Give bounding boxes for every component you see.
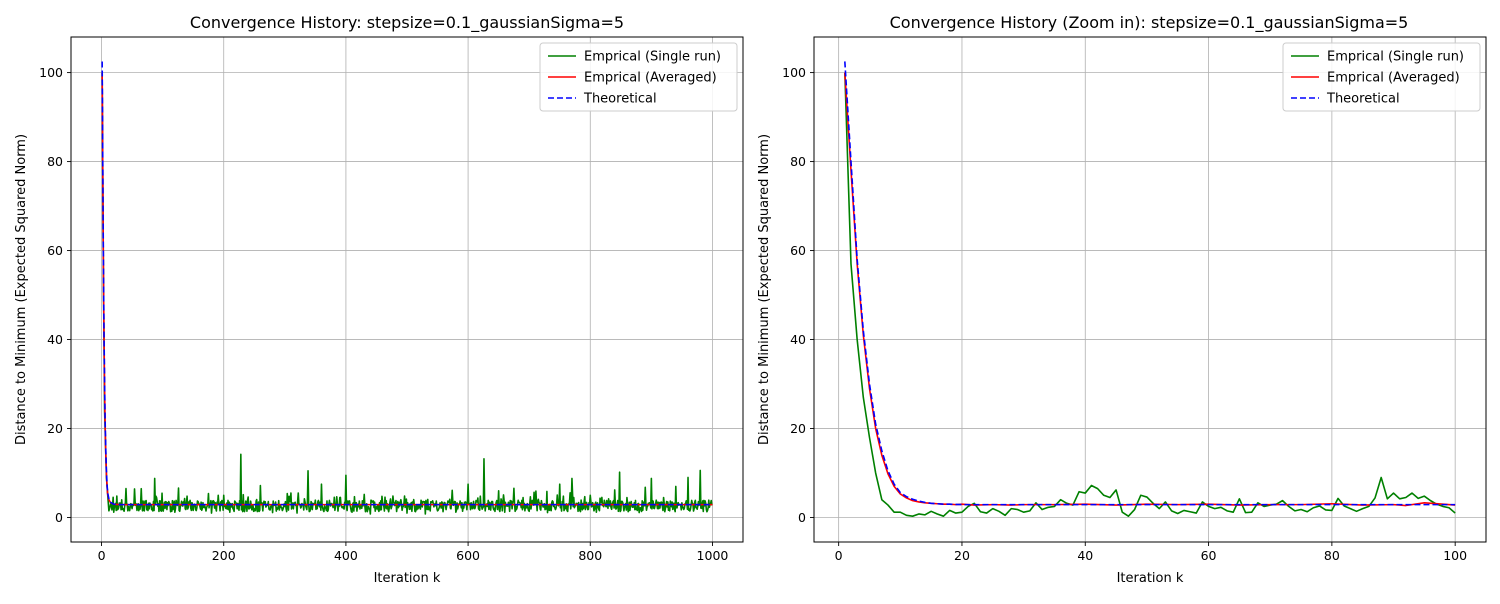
legend-box — [1282, 42, 1481, 112]
legend-label: Emprical (Single run) — [1327, 50, 1464, 65]
y-tick-label: 0 — [55, 510, 63, 525]
chart-zoom-in: 0 20 40 60 80 100 0 20 40 60 80 100 Convergence Hist… — [757, 13, 1487, 586]
x-tick-label: 200 — [212, 548, 236, 563]
x-tick-label: 400 — [334, 548, 358, 563]
x-tick-label: 0 — [835, 548, 843, 563]
legend-label: Theoretical — [1326, 92, 1400, 107]
y-tick-label: 40 — [790, 332, 806, 347]
series-line-averaged — [844, 72, 1456, 507]
series-line-averaged — [101, 72, 713, 506]
legend-label: Emprical (Averaged) — [1327, 71, 1460, 86]
x-tick-label: 40 — [1077, 548, 1093, 563]
x-tick-label: 100 — [1443, 548, 1467, 563]
x-tick-label: 20 — [954, 548, 970, 563]
y-axis-label: Distance to Minimum (Expected Squared No… — [757, 134, 772, 445]
y-tick-label: 20 — [790, 421, 806, 436]
axes-frame — [70, 36, 744, 543]
x-tick-label: 600 — [456, 548, 480, 563]
x-tick-label: 1000 — [697, 548, 729, 563]
series-line-theoretical — [844, 61, 1456, 506]
legend: Emprical (Single run) Emprical (Averaged)… — [539, 42, 738, 112]
legend-box — [539, 42, 738, 112]
series-line-single-run — [101, 72, 713, 515]
y-tick-label: 60 — [790, 243, 806, 258]
legend: Emprical (Single run) Emprical (Averaged)… — [1282, 42, 1481, 112]
legend-label: Emprical (Single run) — [584, 50, 721, 65]
y-tick-label: 60 — [47, 243, 63, 258]
y-axis-label: Distance to Minimum (Expected Squared No… — [14, 134, 29, 445]
chart-full-history: 0 200 400 600 800 1000 0 20 40 60 80 100 Convergence… — [14, 13, 744, 586]
y-tick-label: 20 — [47, 421, 63, 436]
x-axis-label: Iteration k — [1117, 571, 1184, 586]
y-tick-label: 100 — [782, 65, 806, 80]
series-line-single-run — [844, 72, 1456, 517]
y-tick-label: 100 — [39, 65, 63, 80]
y-tick-label: 80 — [790, 154, 806, 169]
legend-label: Emprical (Averaged) — [584, 71, 717, 86]
x-tick-label: 60 — [1201, 548, 1217, 563]
x-axis-label: Iteration k — [374, 571, 441, 586]
x-tick-label: 80 — [1324, 548, 1340, 563]
y-tick-label: 0 — [798, 510, 806, 525]
x-tick-label: 800 — [578, 548, 602, 563]
series-line-theoretical — [101, 61, 713, 506]
x-tick-label: 0 — [98, 548, 106, 563]
chart-title: Convergence History (Zoom in): stepsize=… — [890, 13, 1409, 33]
y-tick-label: 80 — [47, 154, 63, 169]
legend-label: Theoretical — [583, 92, 657, 107]
axes-frame — [813, 36, 1487, 543]
chart-title: Convergence History: stepsize=0.1_gaussi… — [190, 13, 624, 33]
y-tick-label: 40 — [47, 332, 63, 347]
